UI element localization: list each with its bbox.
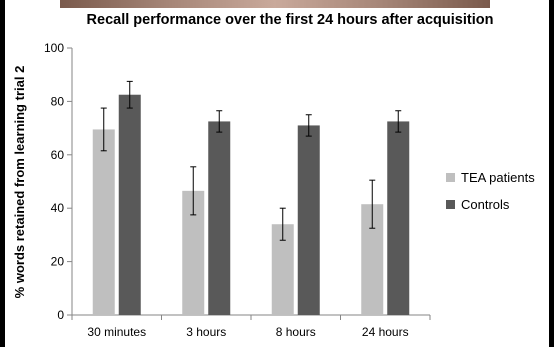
x-tick-label: 8 hours (276, 325, 316, 339)
bar (387, 121, 410, 315)
x-tick-label: 24 hours (362, 325, 409, 339)
photo-strip (60, 0, 490, 8)
y-tick-label: 20 (51, 255, 65, 269)
y-axis-label: % words retained from learning trial 2 (12, 66, 27, 299)
bars (92, 94, 410, 316)
legend: TEA patients Controls (446, 170, 535, 212)
legend-label: TEA patients (461, 170, 535, 185)
y-tick-label: 40 (51, 201, 65, 215)
legend-swatch (446, 200, 455, 209)
bar (271, 224, 294, 315)
x-tick-label: 30 minutes (87, 325, 146, 339)
y-tick-label: 60 (51, 148, 65, 162)
y-tick-label: 0 (57, 308, 64, 322)
bar (182, 190, 205, 315)
bar (297, 125, 320, 316)
x-tick-label: 3 hours (186, 325, 226, 339)
y-tick-label: 100 (44, 41, 64, 55)
bar (92, 129, 115, 315)
bar (361, 204, 384, 315)
legend-label: Controls (461, 197, 510, 212)
bar (118, 94, 141, 315)
tick-labels: 0 20 40 60 80 100 30 minutes 3 hours 8 hours 24 h… (44, 41, 409, 339)
legend-swatch (446, 173, 455, 182)
chart-title: Recall performance over the first 24 hou… (87, 12, 494, 28)
bar (208, 121, 231, 315)
error-bars (100, 80, 402, 241)
y-tick-label: 80 (51, 94, 65, 108)
